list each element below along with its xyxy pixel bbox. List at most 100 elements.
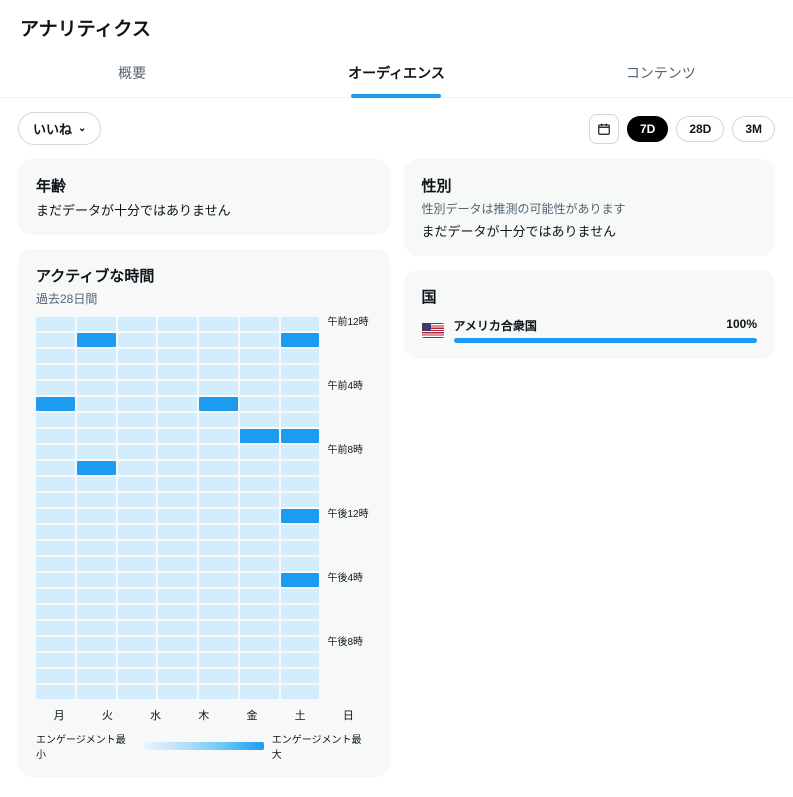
heatmap-cell xyxy=(199,461,238,475)
heatmap-cell xyxy=(199,685,238,699)
heatmap-time-label xyxy=(328,333,372,347)
heatmap-cell xyxy=(158,605,197,619)
heatmap-cell xyxy=(118,429,157,443)
country-bar xyxy=(454,338,758,343)
heatmap-cell xyxy=(240,349,279,363)
heatmap-cell xyxy=(77,541,116,555)
heatmap-time-label xyxy=(328,397,372,411)
heatmap-cell xyxy=(199,621,238,635)
heatmap-time-label xyxy=(328,605,372,619)
heatmap-cell xyxy=(199,557,238,571)
heatmap-legend: エンゲージメント最小 エンゲージメント最大 xyxy=(36,731,372,761)
heatmap-cell xyxy=(158,653,197,667)
range-28d[interactable]: 28D xyxy=(676,116,724,142)
heatmap-time-label xyxy=(328,413,372,427)
heatmap-cell xyxy=(77,669,116,683)
gender-card: 性別 性別データは推測の可能性があります まだデータが十分ではありません xyxy=(404,159,776,256)
heatmap-time-label: 午前8時 xyxy=(328,445,372,459)
calendar-icon xyxy=(597,122,611,136)
heatmap-cell xyxy=(77,493,116,507)
heatmap-cell xyxy=(199,525,238,539)
heatmap-cell xyxy=(77,525,116,539)
legend-max-label: エンゲージメント最大 xyxy=(272,731,372,761)
heatmap-cell xyxy=(281,413,320,427)
calendar-button[interactable] xyxy=(589,114,619,144)
heatmap-cell xyxy=(158,429,197,443)
heatmap-cell xyxy=(240,461,279,475)
heatmap-cell xyxy=(199,509,238,523)
heatmap-cell xyxy=(36,477,75,491)
heatmap-cell xyxy=(158,557,197,571)
heatmap-cell xyxy=(36,589,75,603)
heatmap-cell xyxy=(158,477,197,491)
heatmap-cell xyxy=(281,317,320,331)
heatmap-cell xyxy=(36,445,75,459)
range-7d[interactable]: 7D xyxy=(627,116,668,142)
heatmap-cell xyxy=(281,477,320,491)
heatmap-cell xyxy=(36,381,75,395)
page-title: アナリティクス xyxy=(20,14,773,41)
heatmap-cell xyxy=(158,349,197,363)
heatmap-cell xyxy=(118,621,157,635)
heatmap-cell xyxy=(240,333,279,347)
heatmap-cell xyxy=(281,349,320,363)
heatmap-cell xyxy=(118,589,157,603)
active-card-title: アクティブな時間 xyxy=(36,265,372,286)
heatmap-cell xyxy=(240,445,279,459)
heatmap-cell xyxy=(36,621,75,635)
heatmap-cell xyxy=(281,653,320,667)
heatmap-cell xyxy=(240,317,279,331)
heatmap-cell xyxy=(281,381,320,395)
heatmap-cell xyxy=(36,525,75,539)
tab-content[interactable]: コンテンツ xyxy=(529,49,793,97)
heatmap-cell xyxy=(158,333,197,347)
heatmap-day-label: 水 xyxy=(132,707,178,723)
heatmap-cell xyxy=(199,541,238,555)
heatmap-cell xyxy=(77,333,116,347)
heatmap-cell xyxy=(158,381,197,395)
country-card-title: 国 xyxy=(422,286,758,307)
heatmap-cell xyxy=(281,397,320,411)
heatmap-cell xyxy=(240,397,279,411)
heatmap-cell xyxy=(240,685,279,699)
heatmap-cell xyxy=(118,605,157,619)
heatmap-cell xyxy=(36,669,75,683)
heatmap-cell xyxy=(240,621,279,635)
heatmap-cell xyxy=(281,445,320,459)
heatmap-cell xyxy=(158,637,197,651)
heatmap-cell xyxy=(158,621,197,635)
heatmap-cell xyxy=(281,557,320,571)
heatmap-day-label: 月 xyxy=(36,707,82,723)
heatmap-cell xyxy=(240,525,279,539)
country-pct: 100% xyxy=(726,317,757,334)
range-3m[interactable]: 3M xyxy=(732,116,775,142)
country-row: アメリカ合衆国 100% xyxy=(422,317,758,343)
heatmap-cell xyxy=(77,365,116,379)
heatmap-cell xyxy=(199,589,238,603)
tab-overview[interactable]: 概要 xyxy=(0,49,264,97)
heatmap-day-label: 木 xyxy=(181,707,227,723)
heatmap-cell xyxy=(240,541,279,555)
heatmap-cell xyxy=(77,653,116,667)
heatmap-cell xyxy=(77,573,116,587)
heatmap-day-label: 金 xyxy=(229,707,275,723)
flag-us-icon xyxy=(422,323,444,338)
tab-audience[interactable]: オーディエンス xyxy=(264,49,528,97)
heatmap-cell xyxy=(77,589,116,603)
heatmap-cell xyxy=(240,669,279,683)
country-card: 国 アメリカ合衆国 100% xyxy=(404,270,776,359)
heatmap-cell xyxy=(118,413,157,427)
heatmap-cell xyxy=(281,589,320,603)
heatmap-cell xyxy=(36,397,75,411)
heatmap-cell xyxy=(240,509,279,523)
metric-dropdown[interactable]: いいね ⌄ xyxy=(18,112,101,145)
heatmap-cell xyxy=(118,637,157,651)
heatmap-cell xyxy=(118,365,157,379)
heatmap-cell xyxy=(158,525,197,539)
heatmap-cell xyxy=(240,477,279,491)
age-card-text: まだデータが十分ではありません xyxy=(36,200,372,219)
heatmap-time-label xyxy=(328,621,372,635)
heatmap-cell xyxy=(281,605,320,619)
heatmap-cell xyxy=(77,381,116,395)
heatmap-cell xyxy=(281,637,320,651)
